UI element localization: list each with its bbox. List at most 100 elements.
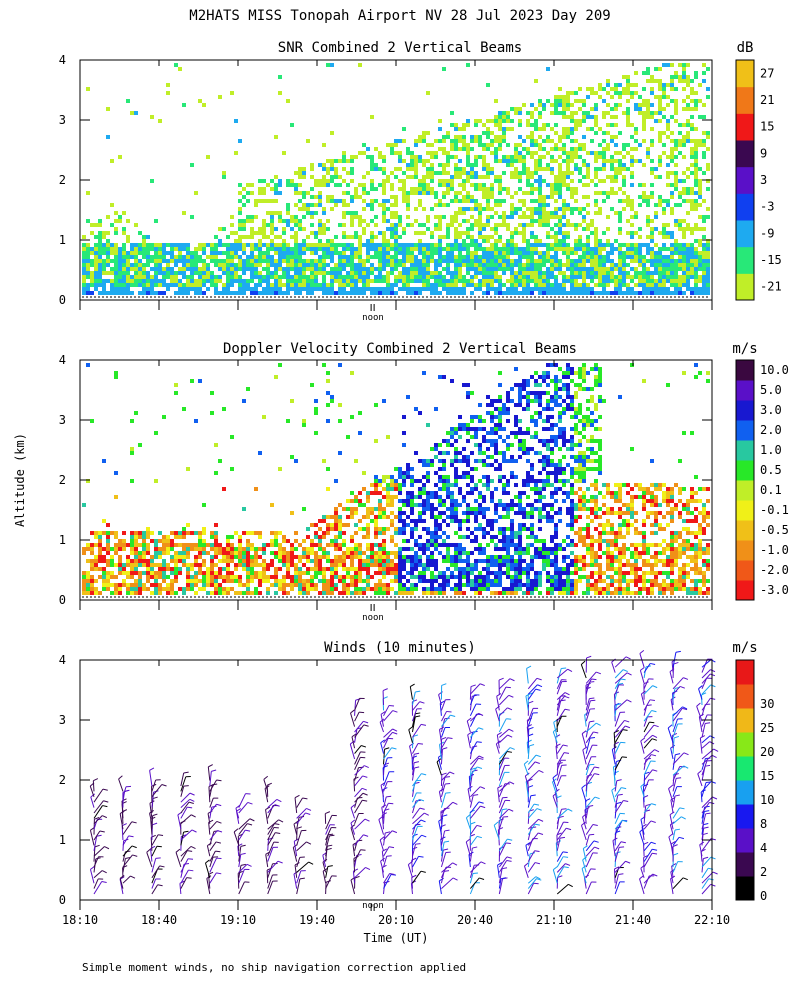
heatmap-cell (350, 251, 354, 255)
heatmap-cell (702, 71, 706, 75)
heatmap-cell (318, 559, 322, 563)
heatmap-cell (314, 211, 318, 215)
heatmap-cell (86, 263, 90, 267)
heatmap-cell (418, 263, 422, 267)
heatmap-cell (402, 179, 406, 183)
heatmap-cell (478, 227, 482, 231)
heatmap-cell (418, 139, 422, 143)
heatmap-cell (658, 199, 662, 203)
heatmap-cell (286, 583, 290, 587)
heatmap-cell (362, 291, 366, 295)
heatmap-cell (250, 591, 254, 595)
heatmap-cell (518, 155, 522, 159)
heatmap-cell (194, 571, 198, 575)
heatmap-cell (130, 451, 134, 455)
heatmap-cell (470, 147, 474, 151)
heatmap-cell (366, 571, 370, 575)
heatmap-cell (454, 271, 458, 275)
heatmap-cell (198, 563, 202, 567)
heatmap-cell (406, 463, 410, 467)
heatmap-cell (702, 79, 706, 83)
heatmap-cell (146, 531, 150, 535)
heatmap-cell (146, 551, 150, 555)
heatmap-cell (94, 263, 98, 267)
heatmap-cell (286, 555, 290, 559)
heatmap-cell (346, 435, 350, 439)
heatmap-cell (118, 539, 122, 543)
heatmap-cell (510, 215, 514, 219)
heatmap-cell (406, 467, 410, 471)
heatmap-cell (314, 263, 318, 267)
heatmap-cell (406, 167, 410, 171)
heatmap-cell (694, 171, 698, 175)
heatmap-cell (210, 563, 214, 567)
heatmap-cell (438, 279, 442, 283)
heatmap-cell (354, 575, 358, 579)
heatmap-cell (326, 263, 330, 267)
heatmap-cell (294, 251, 298, 255)
heatmap-cell (614, 143, 618, 147)
heatmap-cell (610, 179, 614, 183)
heatmap-cell (390, 587, 394, 591)
heatmap-cell (686, 63, 690, 67)
heatmap-cell (294, 235, 298, 239)
heatmap-cell (402, 283, 406, 287)
heatmap-cell (398, 187, 402, 191)
heatmap-cell (538, 147, 542, 151)
heatmap-cell (394, 235, 398, 239)
heatmap-cell (210, 259, 214, 263)
heatmap-cell (114, 535, 118, 539)
heatmap-cell (98, 243, 102, 247)
heatmap-cell (106, 531, 110, 535)
heatmap-cell (102, 567, 106, 571)
heatmap-cell (402, 159, 406, 163)
heatmap-cell (530, 183, 534, 187)
heatmap-cell (630, 83, 634, 87)
heatmap-cell (538, 127, 542, 131)
heatmap-cell (166, 263, 170, 267)
heatmap-cell (182, 247, 186, 251)
heatmap-cell (694, 291, 698, 295)
heatmap-cell (662, 231, 666, 235)
heatmap-cell (286, 223, 290, 227)
heatmap-cell (374, 527, 378, 531)
heatmap-cell (334, 535, 338, 539)
heatmap-cell (602, 263, 606, 267)
heatmap-cell (502, 135, 506, 139)
heatmap-cell (486, 259, 490, 263)
heatmap-cell (466, 191, 470, 195)
heatmap-cell (438, 283, 442, 287)
heatmap-cell (646, 251, 650, 255)
snr-colorbar-label: -15 (760, 253, 782, 267)
heatmap-cell (154, 271, 158, 275)
heatmap-cell (482, 239, 486, 243)
heatmap-cell (574, 167, 578, 171)
heatmap-cell (166, 243, 170, 247)
heatmap-cell (146, 575, 150, 579)
heatmap-cell (90, 567, 94, 571)
heatmap-cell (82, 247, 86, 251)
heatmap-cell (530, 243, 534, 247)
heatmap-cell (206, 575, 210, 579)
heatmap-cell (194, 271, 198, 275)
heatmap-cell (254, 587, 258, 591)
heatmap-cell (458, 275, 462, 279)
heatmap-cell (446, 279, 450, 283)
heatmap-cell (582, 271, 586, 275)
heatmap-cell (370, 551, 374, 555)
heatmap-cell (618, 251, 622, 255)
heatmap-cell (438, 235, 442, 239)
heatmap-cell (590, 87, 594, 91)
heatmap-cell (498, 239, 502, 243)
heatmap-cell (146, 263, 150, 267)
heatmap-cell (698, 99, 702, 103)
heatmap-cell (638, 95, 642, 99)
heatmap-cell (586, 267, 590, 271)
heatmap-cell (182, 563, 186, 567)
heatmap-cell (438, 523, 442, 527)
heatmap-cell (350, 491, 354, 495)
heatmap-cell (390, 563, 394, 567)
heatmap-cell (490, 279, 494, 283)
heatmap-cell (434, 275, 438, 279)
heatmap-cell (302, 419, 306, 423)
